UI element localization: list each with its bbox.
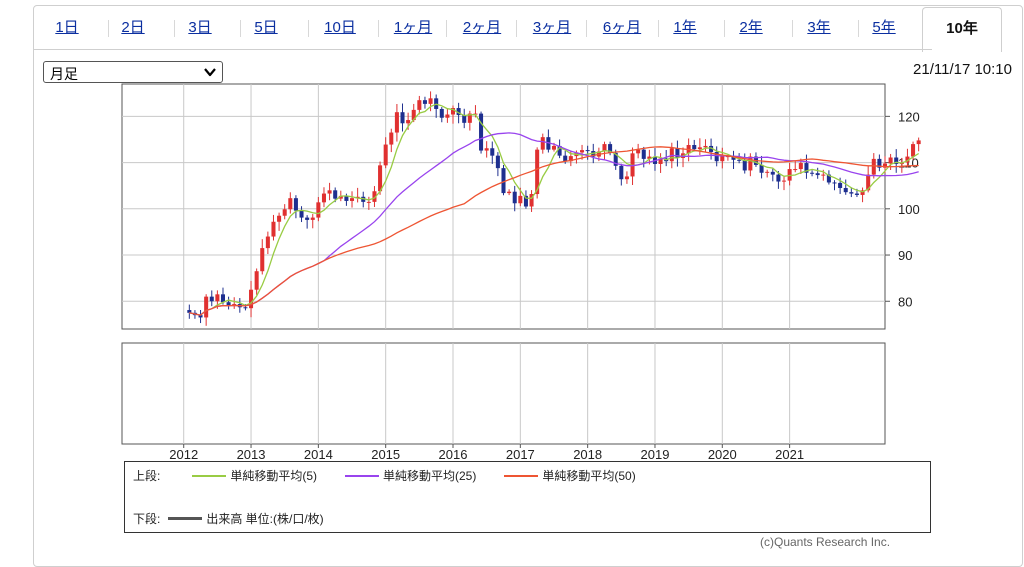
tab-separator [858,20,859,37]
last-updated-timestamp: 21/11/17 10:10 [913,61,1012,78]
tab-separator [108,20,109,37]
tab-separator [446,20,447,37]
chevron-down-icon [204,68,216,77]
candle-period-value: 月足 [50,66,78,82]
legend-volume-label: 出来高 単位:(株/口/枚) [206,512,324,526]
tab-separator [174,20,175,37]
tab-3[interactable]: 5日 [254,19,278,36]
tab-separator [516,20,517,37]
legend-upper-row: 上段: 単純移動平均(5) 単純移動平均(25) 単純移動平均(50) [133,467,636,484]
period-tabs: 1日 2日 3日 5日 10日 1ヶ月 2ヶ月 3ヶ月 6ヶ月 1年 2年 3年 5年 10年 [34,7,1020,52]
tab-separator [724,20,725,37]
tab-separator [378,20,379,37]
copyright-notice: (c)Quants Research Inc. [760,535,891,549]
legend-lower-label: 下段: [133,512,161,526]
tab-separator [240,20,241,37]
tab-5[interactable]: 1ヶ月 [393,19,433,36]
tab-separator [308,20,309,37]
legend-ma5-label: 単純移動平均(5) [230,469,318,483]
legend-ma50-swatch [504,474,539,477]
legend-ma50: 単純移動平均(50) [476,467,636,484]
legend-ma25-swatch [345,474,380,477]
tab-6[interactable]: 2ヶ月 [462,19,502,36]
legend-ma5: 単純移動平均(5) [160,467,317,484]
tab-13[interactable]: 10年 [922,7,1002,52]
legend-ma25-label: 単純移動平均(25) [383,469,477,483]
tab-7[interactable]: 3ヶ月 [532,19,572,36]
legend-ma5-swatch [192,474,227,477]
legend-ma50-label: 単純移動平均(50) [542,469,636,483]
tab-separator [658,20,659,37]
legend-lower-row: 下段: 出来高 単位:(株/口/枚) [133,510,324,527]
legend-upper-label: 上段: [133,469,161,483]
tab-12[interactable]: 5年 [872,19,896,36]
legend-volume-swatch [168,517,203,520]
tab-9[interactable]: 1年 [673,19,697,36]
legend-ma25: 単純移動平均(25) [317,467,476,484]
tab-1[interactable]: 2日 [121,19,145,36]
tab-0[interactable]: 1日 [55,19,79,36]
tab-10[interactable]: 2年 [739,19,763,36]
tab-separator [586,20,587,37]
tab-4[interactable]: 10日 [324,19,356,36]
tab-separator [792,20,793,37]
tab-8[interactable]: 6ヶ月 [602,19,642,36]
tab-2[interactable]: 3日 [188,19,212,36]
candle-period-select[interactable]: 月足 [43,61,223,83]
tab-11[interactable]: 3年 [807,19,831,36]
chart-legend: 上段: 単純移動平均(5) 単純移動平均(25) 単純移動平均(50) 下段: … [124,461,931,533]
tab-divider-line [34,49,932,50]
